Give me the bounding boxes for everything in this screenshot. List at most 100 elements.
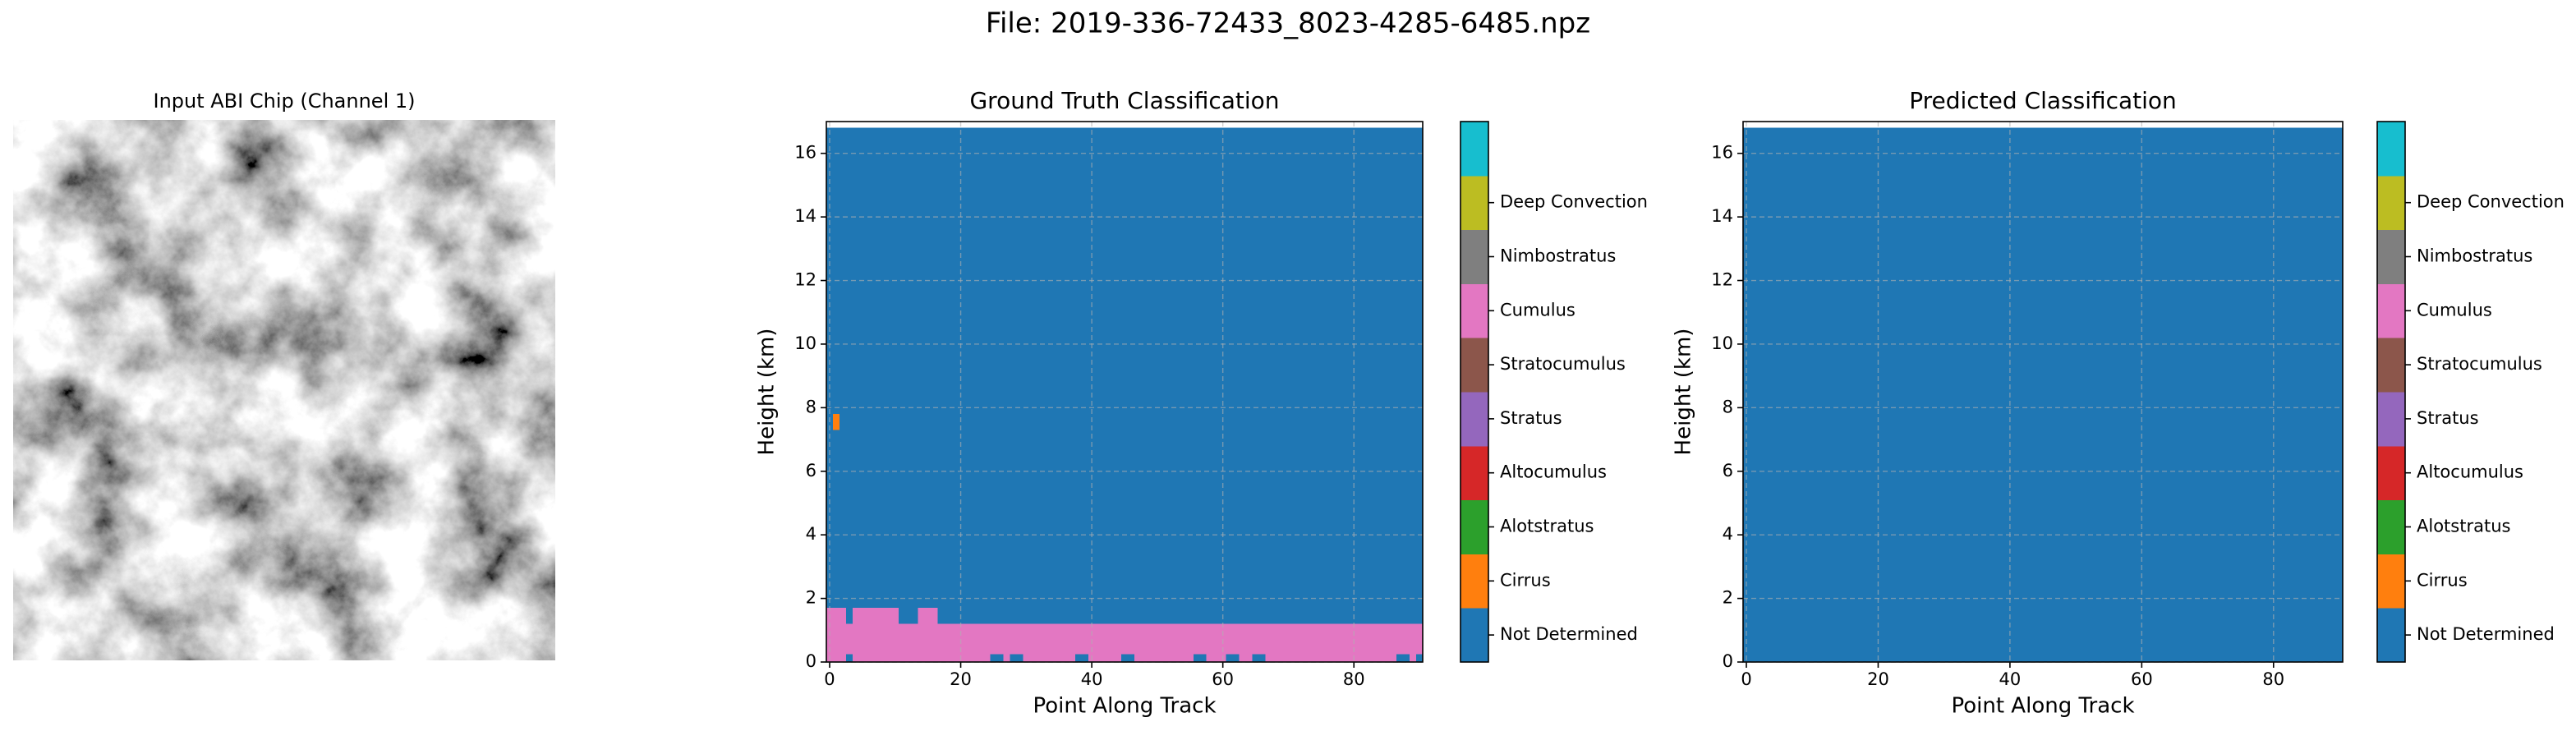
colorbar-label: Nimbostratus	[2417, 246, 2532, 266]
axes-frame	[1742, 121, 2344, 663]
y-tick-label: 6	[806, 461, 816, 480]
x-tick-label: 60	[1212, 669, 1234, 689]
satellite-image	[13, 120, 555, 660]
class-cell	[990, 623, 1004, 655]
x-tick-label: 20	[1867, 669, 1889, 689]
class-cell	[826, 608, 846, 662]
class-cell	[832, 414, 840, 430]
colorbar-swatch	[1460, 229, 1488, 284]
panel-title: Predicted Classification	[1909, 87, 2177, 114]
y-tick-label: 12	[1711, 270, 1733, 290]
y-tick-label: 0	[1723, 651, 1733, 671]
x-axis-label: Point Along Track	[1033, 694, 1216, 719]
colorbar-swatch	[2377, 554, 2405, 609]
y-tick-label: 4	[806, 524, 816, 544]
class-cell	[1743, 127, 2343, 662]
colorbar-label: Cumulus	[2417, 300, 2492, 320]
x-tick-label: 0	[1741, 669, 1751, 689]
colorbar-swatch	[1460, 283, 1488, 338]
class-cell	[1226, 623, 1240, 655]
x-tick-label: 80	[1343, 669, 1365, 689]
class-cell	[1206, 623, 1226, 662]
colorbar-swatch	[1460, 338, 1488, 393]
class-cell	[1396, 623, 1410, 655]
class-cell	[1003, 623, 1010, 662]
colorbar-label: Not Determined	[2417, 624, 2555, 644]
colorbar-swatch	[2377, 499, 2405, 554]
class-cell	[1121, 623, 1134, 655]
class-cell	[1134, 623, 1194, 662]
y-tick-label: 14	[794, 206, 816, 226]
y-tick-label: 10	[1711, 333, 1733, 353]
class-cell	[852, 608, 899, 662]
class-cell	[898, 623, 918, 662]
class-cell	[1193, 623, 1207, 655]
y-tick-label: 4	[1723, 524, 1733, 544]
colorbar-frame	[2376, 121, 2406, 663]
colorbar-swatch	[1460, 608, 1488, 663]
x-tick-label: 20	[950, 669, 972, 689]
class-cell	[845, 623, 853, 655]
colorbar-swatch	[2377, 392, 2405, 447]
x-tick-label: 40	[1081, 669, 1103, 689]
class-cell	[1410, 623, 1417, 662]
colorbar-label: Cirrus	[1500, 570, 1551, 590]
colorbar-swatch	[1460, 122, 1488, 177]
colorbar-label: Stratus	[1500, 408, 1562, 428]
x-tick-label: 40	[1999, 669, 2022, 689]
class-cell	[937, 623, 991, 662]
y-axis-label: Height (km)	[1672, 329, 1696, 456]
colorbar-label: Cumulus	[1500, 300, 1576, 320]
y-tick-label: 16	[794, 143, 816, 163]
colorbar-label: Deep Convection	[1500, 192, 1648, 212]
y-tick-label: 2	[806, 588, 816, 608]
colorbar-swatch	[2377, 608, 2405, 663]
x-tick-label: 0	[824, 669, 835, 689]
figure-title: File: 2019-336-72433_8023-4285-6485.npz	[986, 7, 1590, 40]
class-cell	[1265, 623, 1397, 662]
colorbar-label: Cirrus	[2417, 570, 2468, 590]
class-cell	[1010, 623, 1024, 655]
colorbar-swatch	[2377, 122, 2405, 177]
colorbar-swatch	[2377, 283, 2405, 338]
colorbar-label: Stratocumulus	[1500, 354, 1626, 374]
class-cell	[1075, 623, 1089, 655]
y-tick-label: 12	[794, 270, 816, 290]
y-tick-label: 16	[1711, 143, 1733, 163]
colorbar-swatch	[2377, 338, 2405, 393]
colorbar-swatch	[2377, 229, 2405, 284]
colorbar-swatch	[2377, 445, 2405, 501]
x-axis-label: Point Along Track	[1951, 694, 2134, 719]
colorbar-label: Nimbostratus	[1500, 246, 1616, 266]
colorbar-label: Alotstratus	[2417, 517, 2510, 536]
colorbar-swatch	[1460, 445, 1488, 501]
y-tick-label: 10	[794, 333, 816, 353]
axes-frame	[826, 121, 1424, 663]
x-tick-label: 60	[2131, 669, 2153, 689]
colorbar-label: Altocumulus	[1500, 462, 1607, 482]
panel-title: Input ABI Chip (Channel 1)	[153, 90, 415, 113]
class-cell	[1023, 623, 1076, 662]
colorbar-label: Not Determined	[1500, 624, 1638, 644]
class-cell	[1088, 623, 1122, 662]
y-tick-label: 0	[806, 651, 816, 671]
y-tick-label: 6	[1723, 461, 1733, 480]
y-tick-label: 8	[1723, 397, 1733, 416]
y-tick-label: 8	[806, 397, 816, 416]
colorbar-swatch	[1460, 499, 1488, 554]
colorbar-swatch	[1460, 554, 1488, 609]
class-cell	[1252, 623, 1266, 655]
class-cell	[1239, 623, 1253, 662]
y-tick-label: 2	[1723, 588, 1733, 608]
colorbar-swatch	[2377, 175, 2405, 231]
colorbar-swatch	[1460, 175, 1488, 231]
colorbar-frame	[1460, 121, 1489, 663]
class-cell	[826, 127, 1423, 662]
colorbar-label: Alotstratus	[1500, 517, 1594, 536]
colorbar-label: Altocumulus	[2417, 462, 2523, 482]
class-cell	[1416, 623, 1423, 655]
panel-title: Ground Truth Classification	[969, 87, 1279, 114]
colorbar-label: Stratocumulus	[2417, 354, 2542, 374]
x-tick-label: 80	[2262, 669, 2284, 689]
